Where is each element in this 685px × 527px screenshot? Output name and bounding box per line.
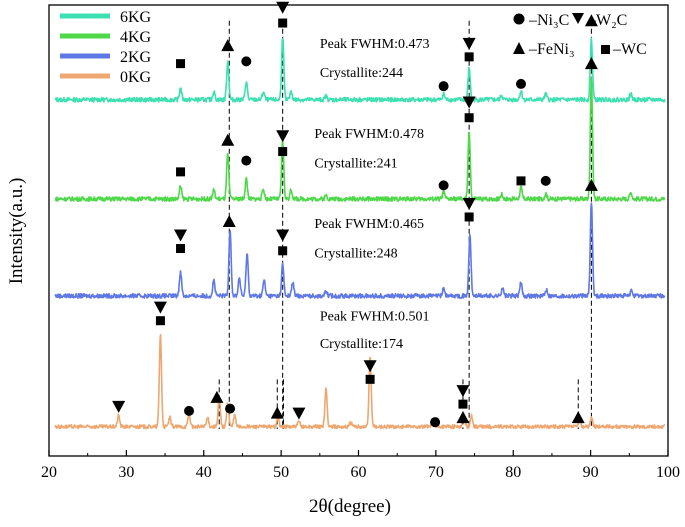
wc-marker: [464, 212, 474, 222]
feni3-marker: [221, 39, 235, 52]
feni3-marker: [456, 411, 470, 424]
wc-marker: [278, 147, 288, 157]
phase-legend-feni3: –FeNi₃: [528, 41, 575, 58]
x-tick-label-80: 80: [505, 464, 521, 481]
w2c-marker: [174, 229, 188, 242]
w2c-marker: [462, 96, 476, 109]
wc-marker: [278, 246, 288, 256]
crystallite-label-6kg: Crystallite:244: [320, 66, 403, 81]
fwhm-label-4kg: Peak FWHM:0.478: [314, 127, 424, 142]
feni3-marker: [210, 390, 224, 403]
fwhm-label-2kg: Peak FWHM:0.465: [314, 217, 424, 232]
crystallite-label-4kg: Crystallite:241: [314, 156, 397, 171]
wc-marker: [176, 244, 186, 254]
feni3-marker: [222, 214, 236, 227]
phase-legend-ni3c: –Ni₃C: [528, 12, 569, 29]
x-tick-label-20: 20: [41, 464, 57, 481]
w2c-marker: [112, 400, 126, 413]
annotation-6kg: Peak FWHM:0.473 Crystallite:244: [320, 37, 430, 81]
legend-label-6kg: 6KG: [120, 9, 152, 26]
fwhm-label-0kg: Peak FWHM:0.501: [320, 310, 430, 325]
feni3-marker: [584, 178, 598, 191]
phase-legend-w2c: –W₂C: [587, 12, 627, 29]
feni3-marker: [571, 411, 585, 424]
phase-legend-wc: –WC: [612, 41, 647, 58]
crystallite-label-2kg: Crystallite:248: [314, 247, 397, 262]
ni3c-marker: [515, 78, 526, 89]
x-tick-label-100: 100: [656, 464, 680, 481]
ni3c-marker: [438, 180, 449, 191]
x-tick-label-60: 60: [351, 464, 367, 481]
x-tick-label-50: 50: [273, 464, 289, 481]
crystallite-label-0kg: Crystallite:174: [320, 337, 403, 352]
legend-label-2kg: 2KG: [120, 49, 152, 66]
x-axis-ticks: 20 30 40 50 60 70 80 90 100: [41, 450, 680, 481]
square-icon: [601, 45, 610, 54]
w2c-marker: [153, 301, 167, 314]
legend-label-0kg: 0KG: [120, 69, 152, 86]
wc-marker: [516, 176, 526, 186]
w2c-marker: [462, 37, 476, 50]
phase-markers: [112, 1, 598, 428]
w2c-marker: [292, 407, 306, 420]
x-tick-label-30: 30: [118, 464, 134, 481]
series-line-2kg: [54, 202, 666, 299]
series-legend: 6KG 4KG 2KG 0KG: [60, 9, 152, 86]
ni3c-marker: [438, 81, 449, 92]
wc-marker: [458, 399, 468, 409]
wc-marker: [176, 167, 186, 177]
ni3c-marker: [184, 405, 195, 416]
triangle-up-icon: [513, 42, 525, 54]
series-line-0kg: [54, 334, 666, 430]
wc-marker: [155, 316, 165, 326]
x-tick-label-90: 90: [583, 464, 599, 481]
x-axis-label: 2θ(degree): [309, 496, 391, 517]
feni3-marker: [584, 14, 598, 27]
diffraction-series: [54, 37, 666, 430]
w2c-marker: [276, 1, 290, 14]
wc-marker: [464, 52, 474, 62]
x-tick-label-70: 70: [428, 464, 444, 481]
annotation-0kg: Peak FWHM:0.501 Crystallite:174: [320, 310, 430, 352]
x-tick-label-40: 40: [196, 464, 212, 481]
series-line-4kg: [54, 77, 666, 202]
w2c-marker: [276, 130, 290, 143]
triangle-down-icon: [572, 13, 584, 24]
ni3c-marker: [430, 417, 441, 428]
w2c-marker: [276, 229, 290, 242]
ni3c-marker: [540, 175, 551, 186]
ni3c-marker: [241, 155, 252, 166]
ni3c-marker: [241, 56, 252, 67]
w2c-marker: [462, 197, 476, 210]
wc-marker: [176, 59, 186, 69]
fwhm-label-6kg: Peak FWHM:0.473: [320, 37, 430, 52]
wc-marker: [365, 374, 375, 384]
feni3-marker: [584, 57, 598, 70]
annotation-2kg: Peak FWHM:0.465 Crystallite:248: [314, 217, 424, 261]
w2c-marker: [456, 385, 470, 398]
phase-legend: –Ni₃C –W₂C –FeNi₃ –WC: [513, 12, 647, 58]
circle-icon: [513, 13, 525, 25]
ni3c-marker: [225, 403, 236, 414]
annotation-4kg: Peak FWHM:0.478 Crystallite:241: [314, 127, 424, 171]
wc-marker: [278, 18, 288, 28]
feni3-marker: [221, 133, 235, 146]
w2c-marker: [363, 360, 377, 373]
series-line-6kg: [54, 37, 666, 103]
wc-marker: [464, 113, 474, 123]
y-axis-label: Intensity(a.u.): [6, 178, 27, 285]
legend-label-4kg: 4KG: [120, 29, 152, 46]
feni3-marker: [270, 406, 284, 419]
